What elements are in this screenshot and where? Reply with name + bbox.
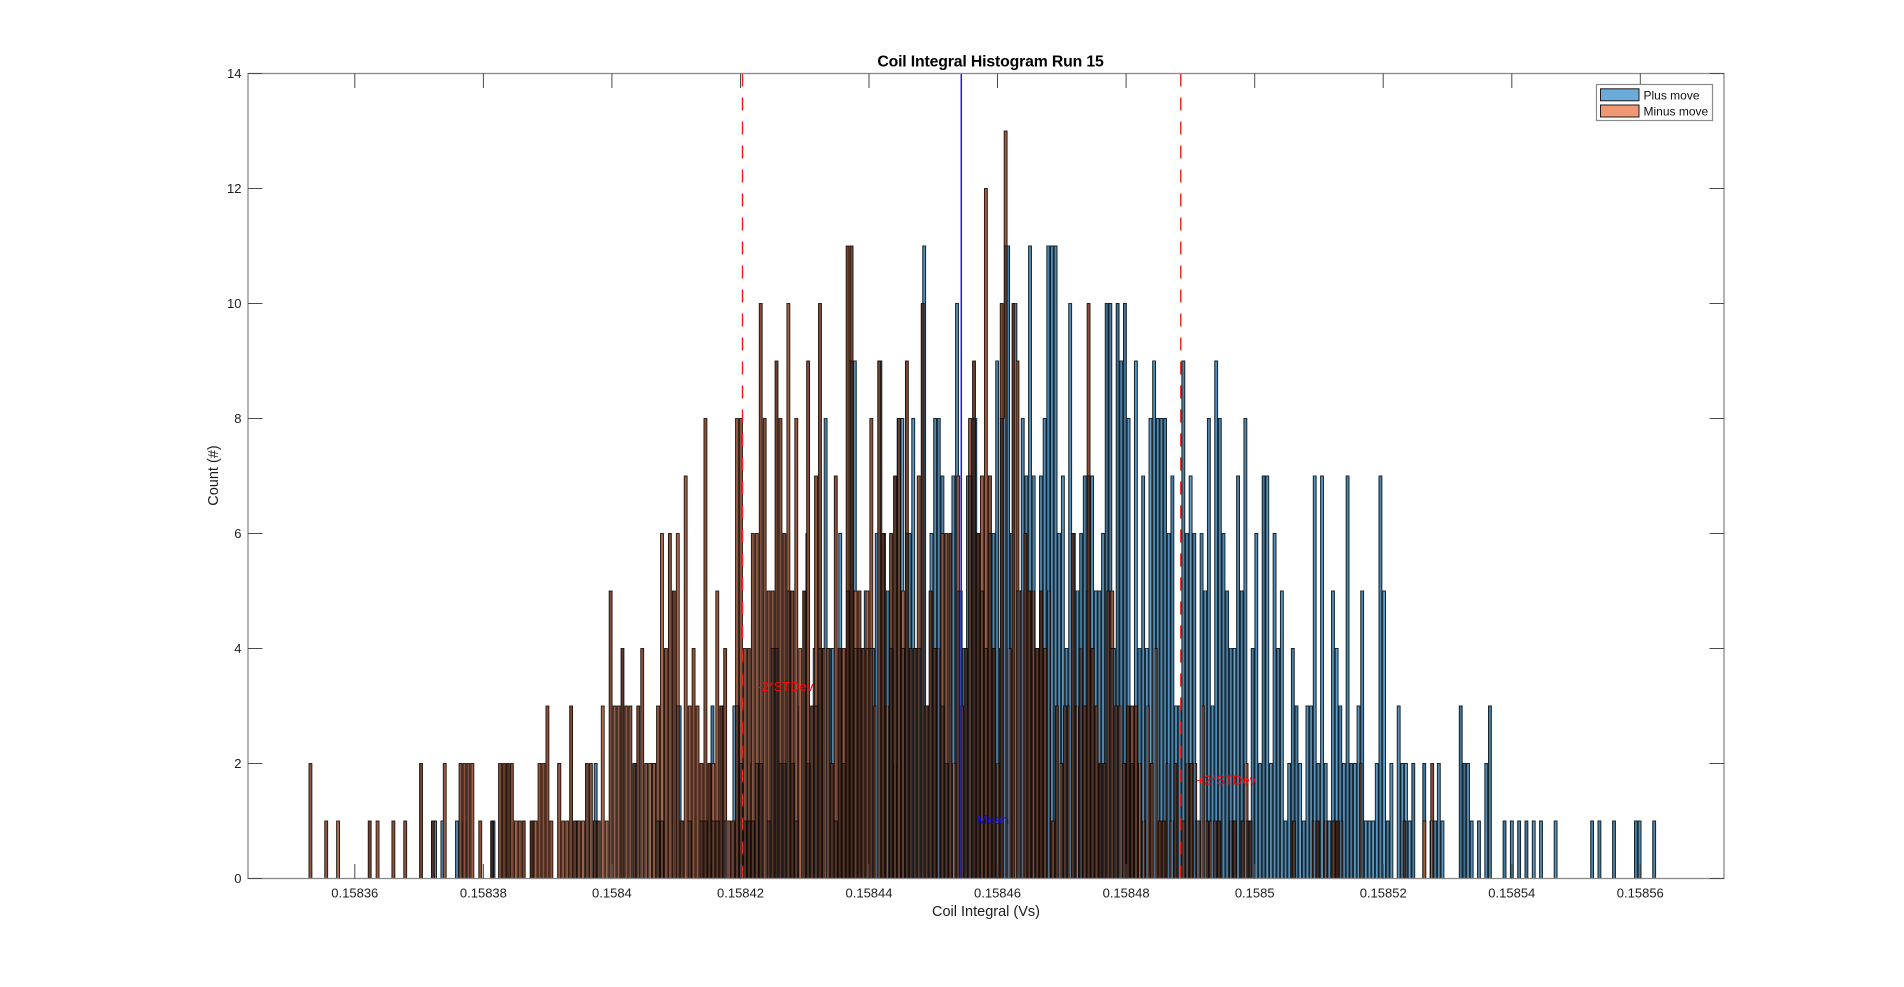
svg-text:Plus move: Plus move (1644, 88, 1700, 102)
svg-text:0.15848: 0.15848 (1103, 886, 1150, 901)
svg-text:10: 10 (227, 296, 241, 311)
svg-text:8: 8 (234, 411, 241, 426)
svg-text:0.1584: 0.1584 (592, 886, 632, 901)
svg-text:Mean: Mean (977, 812, 1010, 827)
svg-text:12: 12 (227, 181, 241, 196)
svg-text:6: 6 (234, 526, 241, 541)
svg-text:0.15842: 0.15842 (717, 886, 764, 901)
svg-text:4: 4 (234, 641, 241, 656)
svg-text:Coil Integral Histogram Run 15: Coil Integral Histogram Run 15 (877, 54, 1104, 71)
svg-text:Minus move: Minus move (1644, 105, 1709, 119)
svg-text:0.15856: 0.15856 (1617, 886, 1664, 901)
svg-text:0.15844: 0.15844 (846, 886, 893, 901)
svg-text:0.1585: 0.1585 (1235, 886, 1275, 901)
svg-text:0.15838: 0.15838 (460, 886, 507, 901)
svg-text:-2*STDev: -2*STDev (757, 679, 814, 694)
svg-text:+2*STDev: +2*STDev (1197, 773, 1257, 788)
svg-text:Count (#): Count (#) (206, 445, 222, 505)
svg-text:0.15854: 0.15854 (1488, 886, 1535, 901)
svg-text:0.15836: 0.15836 (331, 886, 378, 901)
svg-text:Coil Integral (Vs): Coil Integral (Vs) (932, 904, 1040, 920)
svg-text:0.15846: 0.15846 (974, 886, 1021, 901)
svg-text:2: 2 (234, 756, 241, 771)
svg-text:0.15852: 0.15852 (1360, 886, 1407, 901)
svg-text:14: 14 (227, 66, 241, 81)
svg-text:0: 0 (234, 871, 241, 886)
